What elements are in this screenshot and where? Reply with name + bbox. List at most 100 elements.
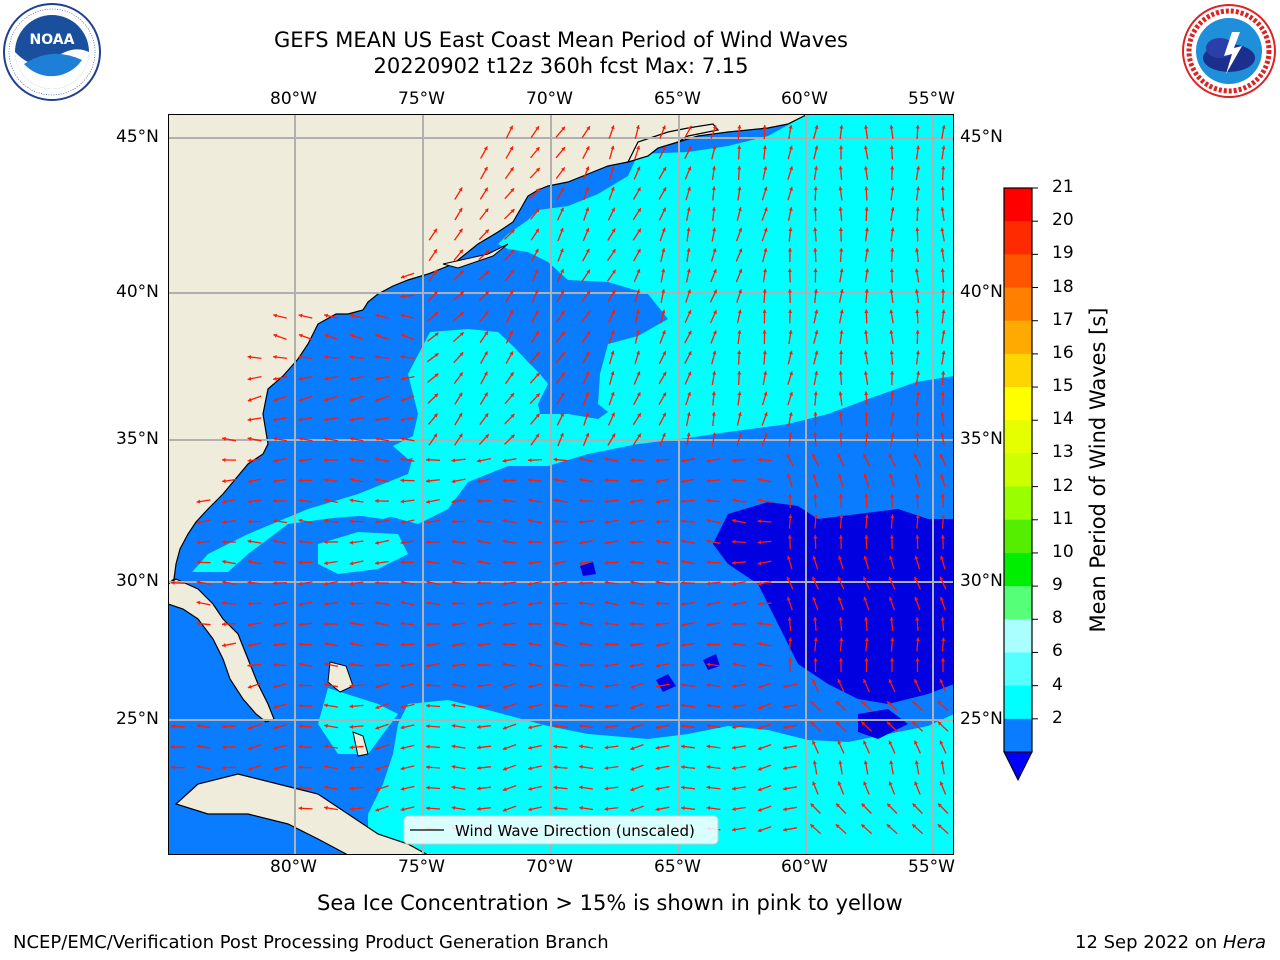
wind-wave-arrowhead <box>732 581 736 586</box>
wind-wave-arrowhead <box>630 499 634 504</box>
wind-wave-arrowhead <box>528 725 532 730</box>
wind-wave-arrowhead <box>888 740 893 745</box>
wind-wave-arrowhead <box>477 704 481 709</box>
wind-wave-arrowhead <box>788 248 793 252</box>
wind-wave-arrowhead <box>839 309 844 314</box>
wind-wave-arrowhead <box>247 725 252 730</box>
wind-wave-arrowhead <box>941 637 946 642</box>
wind-wave-arrowhead <box>889 473 893 478</box>
wind-wave-arrowhead <box>738 269 743 273</box>
wind-wave-arrowhead <box>630 520 634 525</box>
date-text: 12 Sep 2022 on <box>1075 932 1223 953</box>
wind-wave-arrowhead <box>559 248 564 253</box>
sea-ice-note: Sea Ice Concentration > 15% is shown in … <box>317 891 903 915</box>
wind-wave-arrowhead <box>915 207 920 211</box>
wind-wave-arrowhead <box>451 805 456 810</box>
wind-wave-arrowhead <box>477 724 481 729</box>
wind-wave-arrowhead <box>349 621 354 626</box>
wind-wave-arrowhead <box>509 351 513 356</box>
wind-wave-arrowhead <box>937 721 942 726</box>
wind-wave-arrowhead <box>400 540 405 545</box>
wind-wave-arrowhead <box>706 498 711 503</box>
colorbar-band <box>1004 254 1032 289</box>
colorbar-tick: 9 <box>1052 575 1063 596</box>
wind-wave-arrowhead <box>535 393 540 398</box>
wind-wave-arrowhead <box>459 332 464 337</box>
wind-wave-arrowhead <box>788 330 793 334</box>
wind-wave-arrowhead <box>298 785 303 790</box>
wind-wave-arrowhead <box>686 432 691 437</box>
wind-wave-arrowhead <box>838 494 843 498</box>
wind-wave-arrowhead <box>579 601 583 606</box>
wind-wave-arrowhead <box>838 535 843 539</box>
wind-wave-arrowhead <box>655 622 660 627</box>
wind-wave-arrowhead <box>273 684 278 689</box>
wind-wave-arrowhead <box>706 683 711 688</box>
wind-wave-arrowhead <box>528 498 532 503</box>
wind-wave-arrowhead <box>712 125 717 130</box>
wind-wave-arrowhead <box>459 270 464 275</box>
wind-wave-arrowhead <box>835 701 840 705</box>
wind-wave-arrowhead <box>528 458 532 463</box>
wind-wave-arrowhead <box>939 576 944 581</box>
wind-wave-arrowhead <box>914 740 918 745</box>
wind-wave-arrowhead <box>375 684 380 689</box>
colorbar-under-arrow <box>1003 751 1033 782</box>
wind-wave-arrowhead <box>863 576 867 581</box>
wind-wave-arrowhead <box>788 412 793 416</box>
colorbar-band <box>1004 387 1032 421</box>
wind-wave-arrowhead <box>579 457 583 462</box>
wind-wave-arrowhead <box>940 391 945 395</box>
wind-wave-arrowhead <box>864 494 869 498</box>
wind-wave-arrowhead <box>375 333 380 338</box>
wind-wave-arrowhead <box>813 637 818 642</box>
wind-wave-arrowhead <box>509 330 513 335</box>
wind-wave-arrowhead <box>502 662 507 667</box>
wind-wave-arrowhead <box>604 642 608 647</box>
wind-wave-arrowhead <box>912 803 917 808</box>
land-nova-scotia <box>626 123 720 163</box>
wind-wave-arrowhead <box>686 268 691 273</box>
wind-wave-arrowhead <box>655 580 660 585</box>
wind-wave-arrowhead <box>247 355 252 360</box>
wind-wave-arrowhead <box>813 248 818 252</box>
wind-wave-arrowhead <box>585 412 590 417</box>
wind-wave-arrowhead <box>349 724 354 729</box>
lat-tick-right: 30°N <box>960 571 1003 591</box>
wind-wave-arrowhead <box>400 560 404 565</box>
wind-wave-arrowhead <box>863 166 868 170</box>
wind-wave-arrowhead <box>324 805 328 810</box>
wind-wave-arrowhead <box>502 602 507 607</box>
wind-wave-arrowhead <box>298 436 303 441</box>
wind-wave-arrowhead <box>839 637 844 642</box>
wind-wave-arrowhead <box>763 432 768 437</box>
land-bahamas <box>352 731 369 757</box>
wind-wave-arrowhead <box>888 596 893 601</box>
wind-wave-arrowhead <box>196 723 201 728</box>
wind-wave-arrowhead <box>585 433 590 437</box>
wind-wave-arrowhead <box>375 621 379 626</box>
wind-wave-arrowhead <box>458 433 463 438</box>
wind-wave-arrowhead <box>788 514 793 519</box>
wind-wave-arrowhead <box>940 412 945 416</box>
wind-wave-arrowhead <box>706 478 711 483</box>
wind-wave-arrowhead <box>916 145 920 150</box>
wind-wave-arrowhead <box>553 540 558 545</box>
wind-wave-arrowhead <box>324 744 328 749</box>
wind-wave-arrowhead <box>712 350 717 355</box>
wind-wave-arrowhead <box>838 207 843 211</box>
lat-tick-left: 40°N <box>116 282 159 302</box>
wind-wave-arrowhead <box>630 457 634 462</box>
wind-wave-arrowhead <box>247 519 251 524</box>
wind-wave-arrowhead <box>553 806 558 811</box>
wind-wave-arrowhead <box>528 766 532 771</box>
wind-wave-arrowhead <box>839 330 844 334</box>
colorbar-tick: 4 <box>1052 674 1063 695</box>
wind-wave-arrowhead <box>630 787 635 792</box>
wind-wave-arrowhead <box>400 436 405 441</box>
wind-wave-arrowhead <box>426 744 430 749</box>
wind-wave-arrowhead <box>553 724 558 729</box>
wind-wave-arrowhead <box>812 576 816 581</box>
wind-wave-arrowhead <box>681 744 685 749</box>
wind-wave-arrowhead <box>400 642 404 647</box>
